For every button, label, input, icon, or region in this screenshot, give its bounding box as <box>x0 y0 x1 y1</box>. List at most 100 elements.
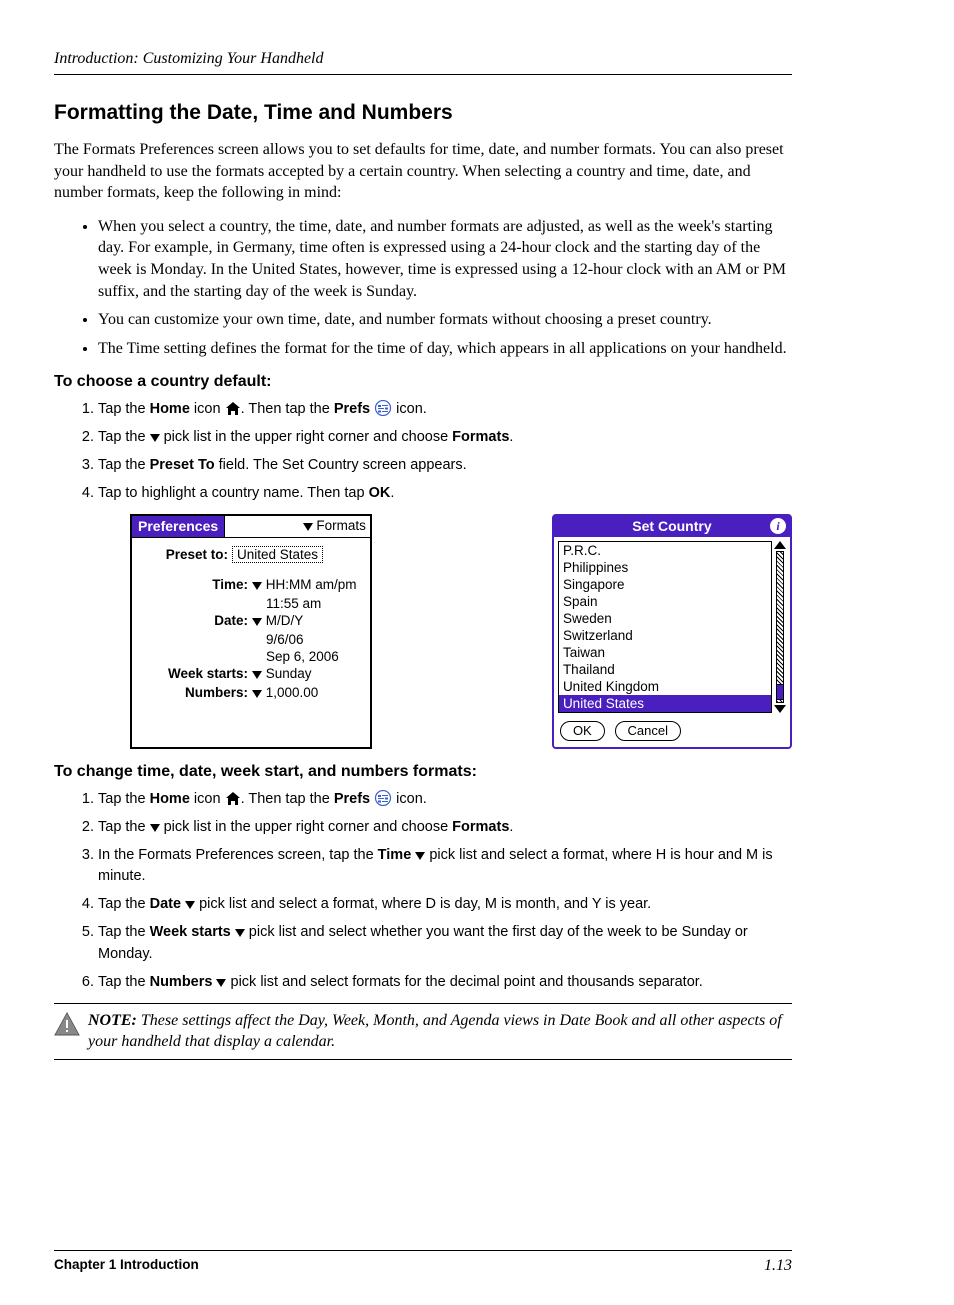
country-item-selected[interactable]: United States <box>559 695 771 712</box>
country-item[interactable]: Singapore <box>559 576 771 593</box>
dropdown-icon <box>150 824 160 832</box>
note-label: NOTE: <box>88 1012 137 1029</box>
step-text: . Then tap the <box>241 791 334 807</box>
step-text: icon <box>190 791 225 807</box>
step: Tap the Week starts pick list and select… <box>98 922 792 964</box>
step-text: icon. <box>396 401 427 417</box>
dropdown-icon <box>150 434 160 442</box>
scrollbar[interactable] <box>774 541 786 713</box>
preset-to-field[interactable]: United States <box>232 546 323 563</box>
time-label: Time: <box>138 577 252 592</box>
step-bold: Time <box>378 847 412 863</box>
step: Tap to highlight a country name. Then ta… <box>98 483 792 504</box>
step-text: Tap the <box>98 791 150 807</box>
time-example: 11:55 am <box>266 596 360 611</box>
step-text: . <box>509 819 513 835</box>
preset-to-label: Preset to: <box>138 547 232 562</box>
country-item[interactable]: United Kingdom <box>559 678 771 695</box>
scroll-track[interactable] <box>776 551 784 703</box>
step-bold: Week starts <box>150 924 231 940</box>
dropdown-icon <box>252 690 262 698</box>
step-text: . <box>390 485 394 501</box>
date-format-value: M/D/Y <box>266 613 304 628</box>
date-picker[interactable]: M/D/Y <box>252 613 303 628</box>
prefs-icon <box>374 790 392 806</box>
country-list[interactable]: P.R.C. Philippines Singapore Spain Swede… <box>558 541 772 713</box>
date-example-1: 9/6/06 <box>266 632 360 647</box>
numbers-label: Numbers: <box>138 685 252 700</box>
country-item[interactable]: Spain <box>559 593 771 610</box>
note-text: NOTE: These settings affect the Day, Wee… <box>88 1010 792 1053</box>
week-starts-label: Week starts: <box>138 666 252 681</box>
running-head: Introduction: Customizing Your Handheld <box>54 50 792 75</box>
step-text: pick list in the upper right corner and … <box>160 819 453 835</box>
step: Tap the pick list in the upper right cor… <box>98 427 792 448</box>
country-item[interactable]: Switzerland <box>559 627 771 644</box>
date-label: Date: <box>138 613 252 628</box>
step-text: Tap the <box>98 896 150 912</box>
dropdown-icon <box>235 929 245 937</box>
numbers-value: 1,000.00 <box>266 685 319 700</box>
step-text: Tap the <box>98 457 150 473</box>
country-item[interactable]: Thailand <box>559 661 771 678</box>
step: Tap the Home icon . Then tap the Prefs i… <box>98 789 792 810</box>
step-text: Tap the <box>98 401 150 417</box>
week-starts-value: Sunday <box>266 666 312 681</box>
home-icon <box>225 791 241 806</box>
step-text: field. The Set Country screen appears. <box>215 457 467 473</box>
ok-button[interactable]: OK <box>560 721 605 741</box>
step-text: In the Formats Preferences screen, tap t… <box>98 847 378 863</box>
dropdown-icon <box>415 852 425 860</box>
step: Tap the Numbers pick list and select for… <box>98 972 792 993</box>
country-item[interactable]: P.R.C. <box>559 542 771 559</box>
caution-icon <box>54 1012 80 1036</box>
step-bold: Prefs <box>334 401 370 417</box>
cancel-button[interactable]: Cancel <box>615 721 681 741</box>
prefs-body: Preset to: United States Time: HH:MM am/… <box>132 538 370 728</box>
footer-chapter: Chapter 1 Introduction <box>54 1257 199 1275</box>
step-text: pick list in the upper right corner and … <box>160 429 453 445</box>
step-text: Tap the <box>98 429 150 445</box>
set-country-titlebar: Set Country i <box>554 516 790 537</box>
procedure-2-steps: Tap the Home icon . Then tap the Prefs i… <box>54 789 792 992</box>
dropdown-icon <box>252 671 262 679</box>
week-starts-picker[interactable]: Sunday <box>252 666 312 681</box>
prefs-icon <box>374 400 392 416</box>
step-bold: Numbers <box>150 974 213 990</box>
time-picker[interactable]: HH:MM am/pm <box>252 577 357 592</box>
country-item[interactable]: Taiwan <box>559 644 771 661</box>
prefs-category-picker[interactable]: Formats <box>225 516 370 538</box>
step-bold: Formats <box>452 819 509 835</box>
country-item[interactable]: Philippines <box>559 559 771 576</box>
scroll-thumb[interactable] <box>776 684 784 700</box>
prefs-category-label: Formats <box>316 518 366 533</box>
time-format-value: HH:MM am/pm <box>266 577 357 592</box>
country-list-wrap: P.R.C. Philippines Singapore Spain Swede… <box>554 537 790 717</box>
procedure-1-steps: Tap the Home icon . Then tap the Prefs i… <box>54 399 792 504</box>
numbers-picker[interactable]: 1,000.00 <box>252 685 318 700</box>
dropdown-icon <box>216 979 226 987</box>
step-text: Tap to highlight a country name. Then ta… <box>98 485 369 501</box>
step: Tap the Date pick list and select a form… <box>98 894 792 915</box>
step-text: Tap the <box>98 974 150 990</box>
preferences-panel: Preferences Formats Preset to: United St… <box>130 514 372 749</box>
page-footer: Chapter 1 Introduction 1.13 <box>54 1250 792 1275</box>
step-bold: Home <box>150 401 190 417</box>
scroll-down-icon[interactable] <box>774 705 786 713</box>
dropdown-icon <box>252 618 262 626</box>
step-bold: Date <box>150 896 181 912</box>
bullet-item: When you select a country, the time, dat… <box>98 216 792 302</box>
step-text: pick list and select formats for the dec… <box>226 974 702 990</box>
footer-page-number: 1.13 <box>764 1257 792 1275</box>
step-text: Tap the <box>98 924 150 940</box>
step-bold: Preset To <box>150 457 215 473</box>
step-text: . <box>509 429 513 445</box>
figures-row: Preferences Formats Preset to: United St… <box>130 514 792 749</box>
intro-bullets: When you select a country, the time, dat… <box>54 216 792 360</box>
home-icon <box>225 401 241 416</box>
country-item[interactable]: Sweden <box>559 610 771 627</box>
dropdown-icon <box>252 582 262 590</box>
info-icon[interactable]: i <box>770 518 786 534</box>
scroll-up-icon[interactable] <box>774 541 786 549</box>
step: Tap the Home icon . Then tap the Prefs i… <box>98 399 792 420</box>
